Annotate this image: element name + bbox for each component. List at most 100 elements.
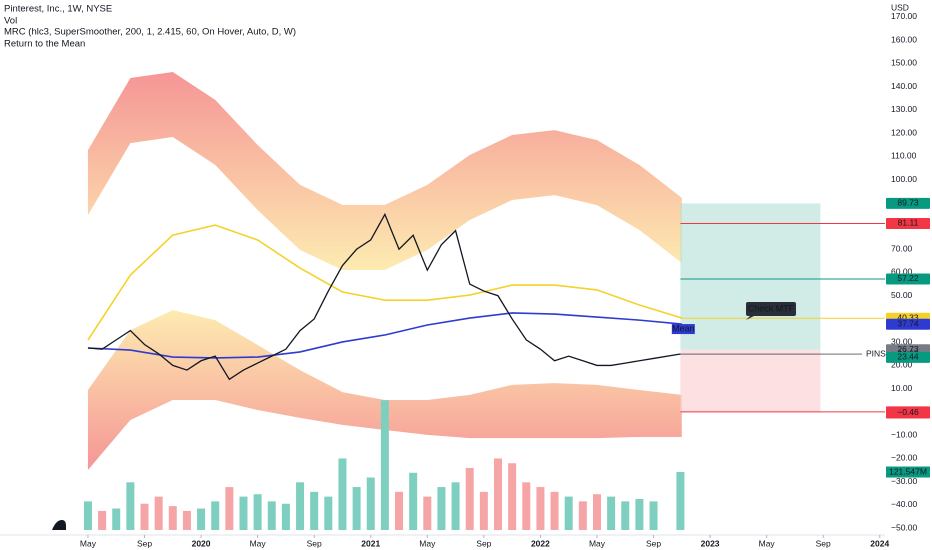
check-label: Check MTF xyxy=(748,303,795,313)
volume-bar xyxy=(437,487,446,530)
price-label-bg xyxy=(886,318,930,330)
volume-bar xyxy=(225,487,234,530)
x-tick-label: 2024 xyxy=(870,538,889,548)
x-tick-label: May xyxy=(589,538,606,548)
y-tick-label: 20.00 xyxy=(891,360,913,370)
price-line xyxy=(87,212,681,381)
volume-bar xyxy=(649,501,658,530)
y-tick-label: 160.00 xyxy=(891,34,917,44)
x-tick-label: Sep xyxy=(476,538,491,548)
indicator-line xyxy=(87,224,683,341)
price-label-bg xyxy=(886,407,930,419)
symbol-label: PINS xyxy=(866,348,886,358)
y-tick-label: 70.00 xyxy=(891,244,913,254)
mean-label-bg xyxy=(671,324,695,335)
volume-label-bg xyxy=(886,466,930,478)
volume-bar xyxy=(564,496,573,530)
price-label: −0.46 xyxy=(897,407,919,417)
indicator-legend: MRC (hlc3, SuperSmoother, 200, 1, 2.415,… xyxy=(4,27,296,38)
volume-bar xyxy=(409,472,418,530)
volume-bar xyxy=(493,458,502,530)
volume-bar xyxy=(126,482,135,530)
y-tick-label: 30.00 xyxy=(891,336,913,346)
volume-bar xyxy=(112,508,121,530)
loss-zone xyxy=(680,349,821,412)
logo xyxy=(52,520,66,530)
volume-bar xyxy=(536,487,545,530)
upper-band xyxy=(87,72,682,270)
y-tick-label: 120.00 xyxy=(891,127,917,137)
volume-bar xyxy=(395,491,404,530)
price-label-bg xyxy=(886,217,930,229)
y-tick-label: 110.00 xyxy=(891,151,917,161)
price-label: 37.74 xyxy=(897,318,919,328)
x-tick-label: May xyxy=(250,538,267,548)
x-tick-label: Sep xyxy=(816,538,831,548)
x-tick-label: 2020 xyxy=(192,538,211,548)
volume-bar xyxy=(296,482,305,530)
indicator-line xyxy=(87,312,682,359)
strategy-legend: Return to the Mean xyxy=(4,39,85,50)
y-tick-label: 170.00 xyxy=(891,11,917,21)
y-tick-label: 10.00 xyxy=(891,383,913,393)
title: Pinterest, Inc., 1W, NYSE xyxy=(4,4,112,15)
volume-label: 121.547M xyxy=(889,466,927,476)
volume-bar xyxy=(140,503,149,530)
y-tick-label: 100.00 xyxy=(891,174,917,184)
y-tick-label: 60.00 xyxy=(891,267,913,277)
volume-bar xyxy=(253,494,262,530)
volume-bar xyxy=(635,498,644,530)
y-tick-label: −10.00 xyxy=(891,429,918,439)
volume-bar xyxy=(352,487,361,530)
y-tick-label: 150.00 xyxy=(891,58,917,68)
volume-bar xyxy=(83,501,92,530)
volume-bar xyxy=(479,491,488,530)
price-label-bg xyxy=(886,197,930,209)
y-tick-label: 130.00 xyxy=(891,104,917,114)
price-label: 57.22 xyxy=(897,273,919,283)
profit-zone xyxy=(680,203,821,350)
x-tick-label: Sep xyxy=(307,538,322,548)
volume-bar xyxy=(154,496,163,530)
price-label: 89.73 xyxy=(897,198,919,208)
y-tick-label: 140.00 xyxy=(891,81,917,91)
volume-bar xyxy=(423,496,432,530)
volume-bar xyxy=(676,472,685,530)
volume-bar xyxy=(239,496,248,530)
volume-bar xyxy=(380,400,389,530)
volume-bar xyxy=(281,503,290,530)
check-pointer xyxy=(746,316,754,320)
volume-bar xyxy=(197,508,206,530)
currency: USD xyxy=(891,2,909,12)
mean-label: Mean xyxy=(672,323,695,333)
volume-bar xyxy=(607,496,616,530)
volume-bar xyxy=(578,501,587,530)
volume-bar xyxy=(324,496,333,530)
volume-bar xyxy=(465,467,474,530)
check-box xyxy=(746,302,796,316)
y-tick-label: −40.00 xyxy=(891,499,918,509)
y-tick-label: −20.00 xyxy=(891,453,918,463)
x-tick-label: 2023 xyxy=(701,538,720,548)
volume-bar xyxy=(508,463,517,530)
x-tick-label: 2021 xyxy=(361,538,380,548)
vol-legend: Vol xyxy=(4,16,17,27)
price-label: 23.44 xyxy=(897,352,919,362)
price-label: 26.73 xyxy=(897,344,919,354)
x-tick-label: Sep xyxy=(646,538,661,548)
volume-bar xyxy=(98,510,107,530)
price-label-bg xyxy=(886,273,930,285)
y-tick-label: 50.00 xyxy=(891,290,913,300)
price-label-bg xyxy=(886,351,930,363)
volume-bar xyxy=(267,501,276,530)
volume-bar xyxy=(182,510,191,530)
volume-bar xyxy=(592,494,601,530)
x-tick-label: May xyxy=(419,538,436,548)
y-tick-label: −30.00 xyxy=(891,476,918,486)
price-label: 81.11 xyxy=(898,218,919,228)
volume-bar xyxy=(338,458,347,530)
x-tick-label: May xyxy=(80,538,97,548)
volume-bar xyxy=(451,482,460,530)
volume-bar xyxy=(310,491,319,530)
